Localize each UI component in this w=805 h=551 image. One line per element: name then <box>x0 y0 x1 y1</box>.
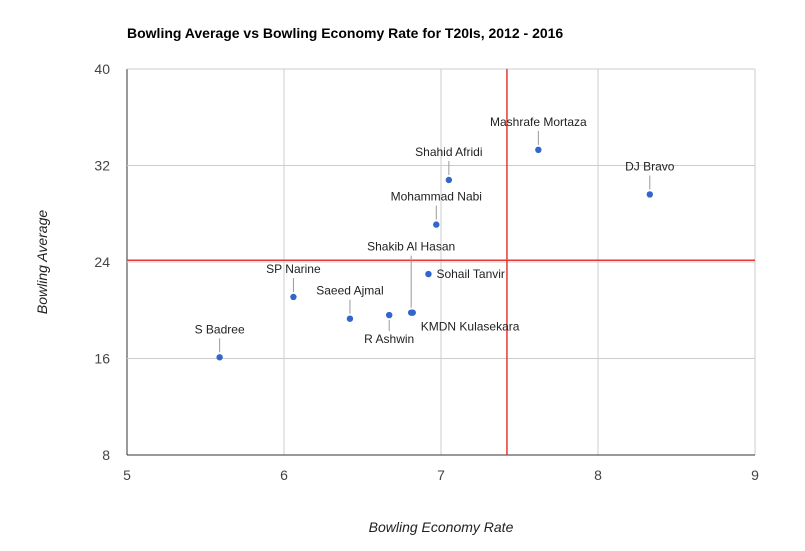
x-tick-label: 5 <box>123 467 131 483</box>
data-point <box>433 221 440 228</box>
point-label: KMDN Kulasekara <box>421 320 520 334</box>
chart-title: Bowling Average vs Bowling Economy Rate … <box>127 25 563 41</box>
point-label: SP Narine <box>266 262 321 276</box>
points: S Badree SP Narine Saeed Ajmal R Ashwin KMDN… <box>195 115 675 361</box>
data-point <box>385 311 393 319</box>
grid <box>126 68 756 456</box>
x-axis-label: Bowling Economy Rate <box>369 519 514 535</box>
data-point <box>646 191 654 198</box>
point-label: S Badree <box>195 322 245 336</box>
point-label: Sohail Tanvir <box>436 267 504 281</box>
point-label: Mohammad Nabi <box>391 190 482 204</box>
data-point <box>407 309 415 316</box>
point-label: Shakib Al Hasan <box>367 240 455 254</box>
y-tick-label: 32 <box>94 158 110 174</box>
data-point <box>425 270 432 278</box>
y-axis-label: Bowling Average <box>34 210 50 315</box>
point-label: R Ashwin <box>364 332 414 346</box>
y-tick-label: 16 <box>94 351 110 367</box>
point-label: DJ Bravo <box>625 159 675 173</box>
data-point <box>346 315 354 322</box>
data-point <box>290 293 297 301</box>
data-point <box>535 146 542 154</box>
point-label: Mashrafe Mortaza <box>490 115 587 129</box>
y-tick-label: 8 <box>102 447 110 463</box>
reference-lines <box>127 69 755 455</box>
point-label: Shahid Afridi <box>415 145 482 159</box>
x-tick-label: 7 <box>437 467 445 483</box>
x-tick-label: 8 <box>594 467 602 483</box>
ticks: 5 6 7 8 9 8 16 24 32 40 <box>94 61 759 483</box>
y-tick-label: 40 <box>94 61 110 77</box>
x-tick-label: 6 <box>280 467 288 483</box>
data-point <box>216 354 223 361</box>
point-label: Saeed Ajmal <box>316 284 383 298</box>
y-tick-label: 24 <box>94 254 110 270</box>
x-tick-label: 9 <box>751 467 759 483</box>
data-point <box>445 176 453 184</box>
